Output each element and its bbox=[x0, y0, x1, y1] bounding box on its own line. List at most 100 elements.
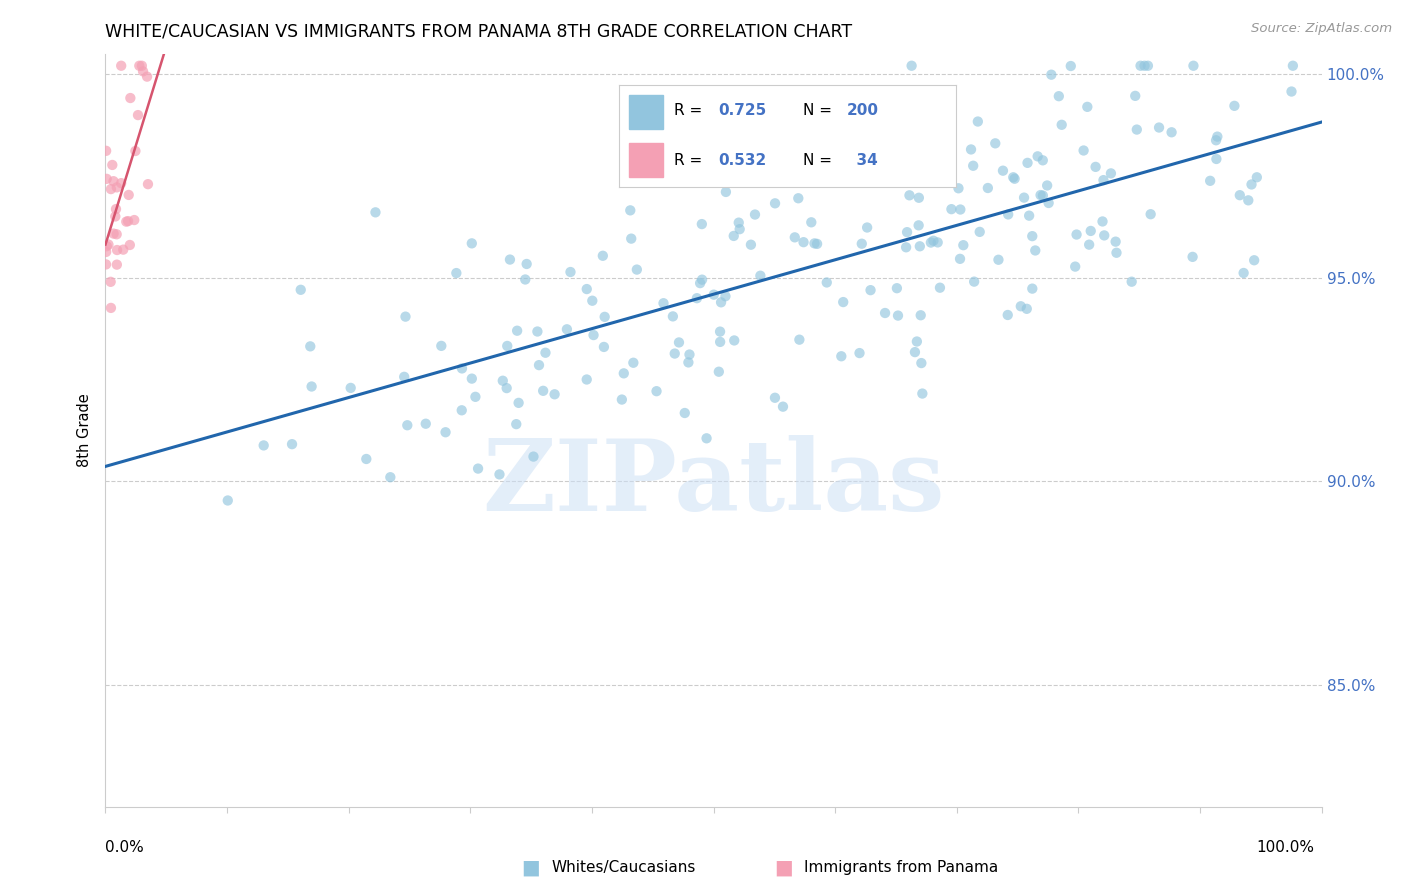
Point bbox=[94, 244, 117, 259]
Point bbox=[1282, 59, 1305, 73]
Point bbox=[380, 470, 402, 484]
Point bbox=[904, 345, 927, 359]
Point bbox=[1099, 166, 1122, 180]
Point bbox=[1084, 160, 1107, 174]
Point bbox=[690, 273, 713, 287]
Point bbox=[516, 257, 538, 271]
Point bbox=[952, 238, 974, 252]
Point bbox=[949, 252, 972, 266]
Point bbox=[690, 217, 713, 231]
Point bbox=[132, 64, 155, 78]
Text: 100.0%: 100.0% bbox=[1257, 840, 1315, 855]
Point bbox=[678, 355, 700, 369]
Point bbox=[1010, 299, 1032, 313]
Point bbox=[1092, 228, 1115, 243]
Bar bbox=[628, 95, 662, 128]
Point bbox=[898, 188, 921, 202]
Point bbox=[1047, 89, 1070, 103]
Point bbox=[894, 240, 917, 254]
Text: 0.532: 0.532 bbox=[718, 153, 766, 168]
Point bbox=[662, 310, 685, 324]
Text: Source: ZipAtlas.com: Source: ZipAtlas.com bbox=[1251, 22, 1392, 36]
Point bbox=[960, 143, 983, 157]
Point bbox=[1233, 266, 1256, 280]
Point bbox=[621, 356, 644, 370]
Point bbox=[922, 154, 945, 169]
Point bbox=[575, 372, 598, 386]
Point bbox=[105, 227, 128, 242]
Point bbox=[723, 229, 745, 244]
Point bbox=[1126, 122, 1149, 136]
Point bbox=[136, 177, 159, 191]
Point bbox=[560, 265, 582, 279]
Point bbox=[673, 406, 696, 420]
Point bbox=[592, 249, 614, 263]
Point bbox=[1205, 133, 1227, 147]
Point bbox=[290, 283, 312, 297]
Point bbox=[339, 381, 361, 395]
Point bbox=[1205, 152, 1227, 166]
Point bbox=[415, 417, 437, 431]
Point bbox=[1199, 174, 1222, 188]
Point bbox=[1092, 173, 1115, 187]
Point bbox=[763, 196, 786, 211]
Point bbox=[575, 282, 598, 296]
Point bbox=[1021, 282, 1043, 296]
Point bbox=[1123, 88, 1146, 103]
Point bbox=[396, 418, 419, 433]
Point bbox=[806, 236, 828, 251]
Point bbox=[1080, 224, 1102, 238]
Point bbox=[96, 239, 118, 253]
Point bbox=[907, 219, 929, 233]
Point bbox=[120, 91, 142, 105]
Point bbox=[941, 202, 963, 216]
Point bbox=[1104, 235, 1126, 249]
Point bbox=[364, 205, 387, 219]
Point bbox=[910, 308, 932, 322]
Point bbox=[905, 334, 928, 349]
Point bbox=[117, 214, 139, 228]
Point bbox=[136, 70, 159, 84]
Point bbox=[645, 384, 668, 399]
Point bbox=[772, 400, 794, 414]
Point bbox=[1078, 237, 1101, 252]
Point bbox=[714, 289, 737, 303]
Text: 34: 34 bbox=[846, 153, 879, 168]
Point bbox=[1181, 250, 1204, 264]
Text: R =: R = bbox=[675, 153, 707, 168]
Point bbox=[962, 159, 984, 173]
Point bbox=[851, 236, 873, 251]
Point bbox=[1073, 144, 1095, 158]
Point bbox=[450, 403, 472, 417]
Point bbox=[505, 417, 527, 431]
Point bbox=[689, 276, 711, 290]
Text: ZIPatlas: ZIPatlas bbox=[482, 434, 945, 532]
Point bbox=[253, 438, 276, 452]
Point bbox=[217, 493, 239, 508]
Point bbox=[127, 108, 149, 122]
Point bbox=[543, 387, 565, 401]
Point bbox=[613, 367, 636, 381]
Point bbox=[887, 309, 910, 323]
Point bbox=[593, 340, 616, 354]
Point bbox=[803, 236, 825, 251]
Point bbox=[446, 266, 468, 280]
Point bbox=[1012, 191, 1035, 205]
Point bbox=[703, 287, 725, 301]
Point bbox=[910, 356, 932, 370]
Point bbox=[707, 365, 730, 379]
Point bbox=[110, 59, 132, 73]
Point bbox=[1182, 59, 1205, 73]
Point bbox=[749, 268, 772, 283]
Point bbox=[104, 210, 127, 224]
Point bbox=[900, 59, 922, 73]
Point bbox=[1032, 153, 1054, 168]
Point bbox=[122, 213, 145, 227]
Point bbox=[1017, 156, 1039, 170]
Point bbox=[1105, 245, 1128, 260]
Point bbox=[506, 324, 529, 338]
Point bbox=[534, 345, 557, 359]
Point bbox=[728, 222, 751, 236]
Point bbox=[1021, 229, 1043, 244]
Point bbox=[920, 235, 942, 250]
